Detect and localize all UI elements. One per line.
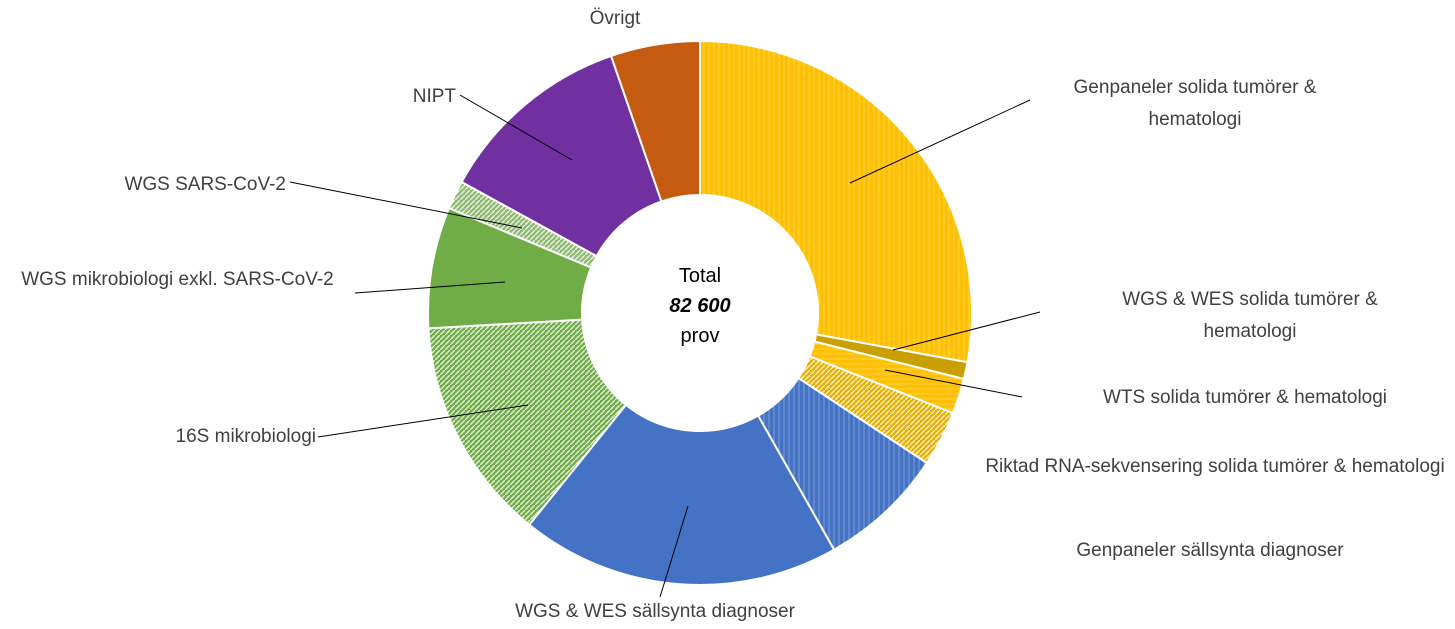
center-total: Total xyxy=(678,265,722,287)
segment-label: Övrigt xyxy=(589,8,641,29)
segment-label: WGS SARS-CoV-2 xyxy=(124,174,286,195)
segment-label: WGS & WES sällsynta diagnoser xyxy=(515,601,795,622)
donut-segment xyxy=(699,39,973,364)
leader-line xyxy=(317,404,529,438)
center-value: 82 600 xyxy=(669,295,731,317)
segment-label: WGS mikrobiologi exkl. SARS-CoV-2 xyxy=(21,269,334,290)
leader-line xyxy=(354,281,506,294)
segment-label: WGS & WES solida tumörer & hematologi xyxy=(1122,289,1378,342)
leader-line xyxy=(884,369,1023,398)
donut-segment xyxy=(609,39,701,203)
center-unit: prov xyxy=(680,325,720,347)
segment-label: 16S mikrobiologi xyxy=(175,426,316,447)
segment-label: WTS solida tumörer & hematologi xyxy=(1102,387,1388,408)
leader-line xyxy=(892,311,1041,351)
segment-label: Riktad RNA-sekvensering solida tumörer &… xyxy=(985,456,1445,477)
segment-label: NIPT xyxy=(412,86,456,107)
donut-segment xyxy=(427,318,628,527)
segment-label: Genpaneler sällsynta diagnoser xyxy=(1076,540,1344,561)
leader-line xyxy=(659,505,689,598)
donut-segment xyxy=(527,403,836,586)
segment-label: Genpaneler solida tumörer & hematologi xyxy=(1073,77,1317,130)
leader-line xyxy=(459,94,573,161)
leader-line xyxy=(289,181,523,229)
donut-segment xyxy=(460,54,663,258)
leader-line xyxy=(849,99,1031,184)
